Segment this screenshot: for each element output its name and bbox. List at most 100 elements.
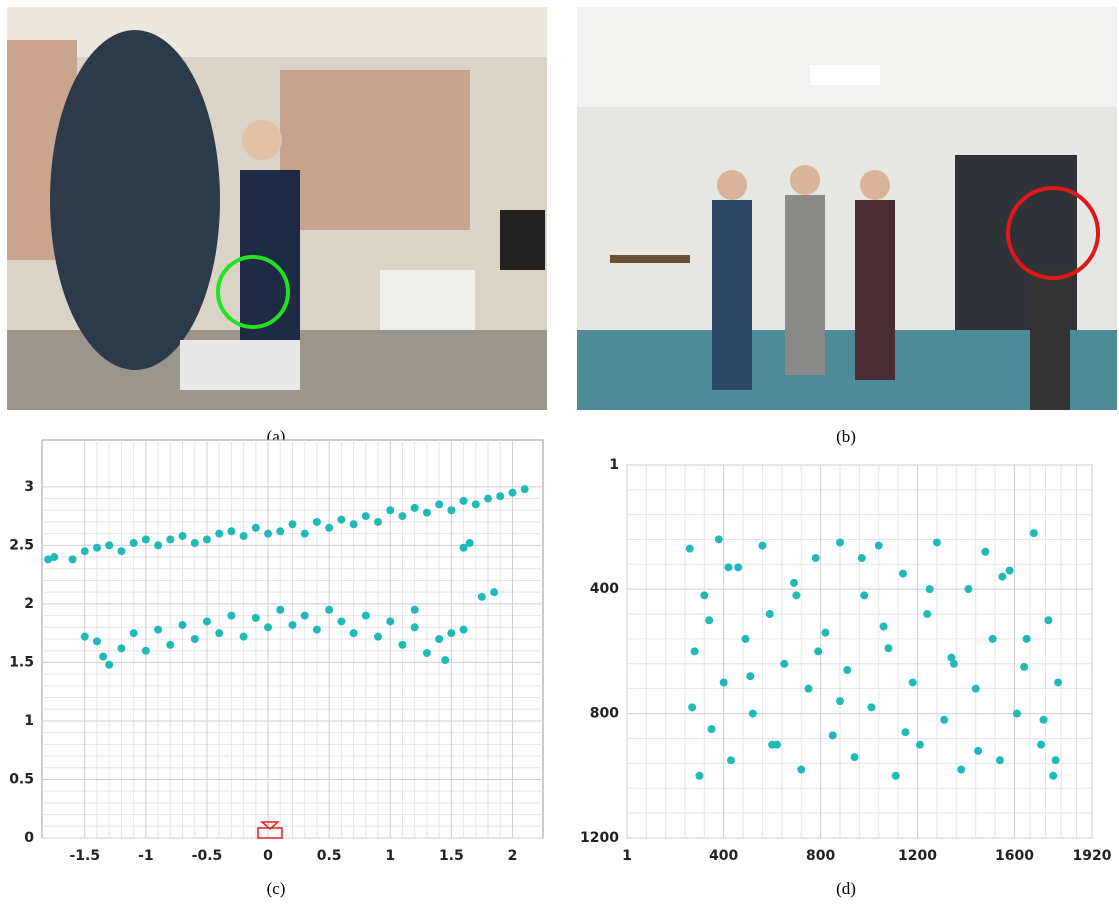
point	[459, 625, 468, 634]
point	[1022, 634, 1031, 643]
point	[215, 529, 224, 538]
point	[410, 605, 419, 614]
point	[251, 523, 260, 532]
point	[792, 591, 801, 600]
point	[724, 563, 733, 572]
point	[857, 554, 866, 563]
point	[202, 617, 211, 626]
point	[92, 543, 101, 552]
point	[374, 632, 383, 641]
point	[337, 515, 346, 524]
y-tick-label: 0	[24, 830, 34, 846]
point	[68, 555, 77, 564]
point	[154, 625, 163, 634]
point	[780, 659, 789, 668]
point	[850, 753, 859, 762]
y-tick-label: 800	[590, 706, 619, 722]
point	[947, 653, 956, 662]
point	[50, 553, 59, 562]
point	[361, 611, 370, 620]
point	[477, 592, 486, 601]
point	[932, 538, 941, 547]
point	[239, 531, 248, 540]
point	[804, 684, 813, 693]
point	[251, 613, 260, 622]
point	[734, 563, 743, 572]
point	[227, 611, 236, 620]
point	[879, 622, 888, 631]
point	[908, 678, 917, 687]
point	[726, 756, 735, 765]
point	[843, 666, 852, 675]
point	[714, 535, 723, 544]
point	[361, 512, 370, 521]
point	[835, 697, 844, 706]
point	[1005, 566, 1014, 575]
point	[215, 629, 224, 638]
point	[1029, 529, 1038, 538]
point	[129, 539, 138, 548]
point	[398, 512, 407, 521]
point	[484, 494, 493, 503]
x-tick-label: -0.5	[192, 848, 223, 864]
point	[80, 547, 89, 556]
point	[898, 569, 907, 578]
point	[1044, 616, 1053, 625]
point	[178, 620, 187, 629]
point	[441, 656, 450, 665]
point	[940, 715, 949, 724]
point	[901, 728, 910, 737]
point	[178, 531, 187, 540]
point	[974, 746, 983, 755]
point	[459, 496, 468, 505]
point	[337, 617, 346, 626]
point	[325, 523, 334, 532]
x-tick-label: -1	[138, 848, 154, 864]
x-tick-label: 2	[508, 848, 518, 864]
x-tick-label: 1600	[995, 848, 1034, 864]
x-tick-label: 1200	[898, 848, 937, 864]
point	[981, 547, 990, 556]
y-tick-label: 2	[24, 596, 34, 612]
point	[190, 635, 199, 643]
point	[490, 588, 499, 597]
x-tick-label: 1	[622, 848, 632, 864]
point	[435, 635, 444, 643]
point	[884, 644, 893, 653]
point	[995, 756, 1004, 765]
point	[447, 629, 456, 638]
point	[828, 731, 837, 740]
point	[811, 554, 820, 563]
point	[422, 649, 431, 658]
point	[264, 529, 273, 538]
point	[867, 703, 876, 712]
y-tick-label: 1	[609, 457, 619, 473]
point	[1020, 662, 1029, 671]
point	[688, 703, 697, 712]
point	[1039, 715, 1048, 724]
point	[874, 541, 883, 550]
point	[386, 506, 395, 515]
point	[276, 605, 285, 614]
point	[325, 605, 334, 614]
point	[508, 488, 517, 497]
point	[447, 506, 456, 515]
x-tick-label: 0	[263, 848, 273, 864]
point	[748, 709, 757, 718]
point	[797, 765, 806, 774]
point	[374, 517, 383, 526]
point	[821, 628, 830, 637]
y-tick-label: 1	[24, 713, 34, 729]
point	[998, 572, 1007, 581]
y-tick-label: 2.5	[9, 537, 34, 553]
point	[190, 539, 199, 548]
point	[92, 637, 101, 646]
point	[758, 541, 767, 550]
point	[690, 647, 699, 656]
point	[719, 678, 728, 687]
point	[349, 520, 358, 529]
chart: 1 400 800 1200 1600 1920 1 400 800 1200 (d)	[580, 457, 1112, 898]
x-tick-label: -1.5	[69, 848, 100, 864]
point	[768, 740, 777, 749]
